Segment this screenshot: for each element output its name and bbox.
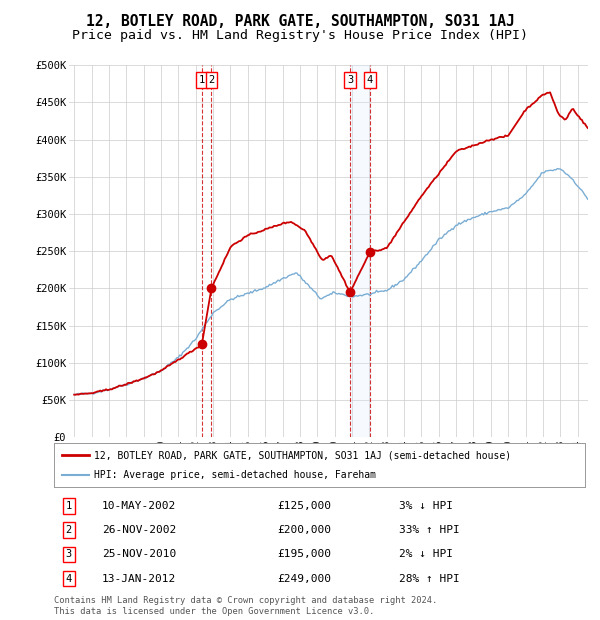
Text: 1: 1 <box>66 501 72 512</box>
Text: 2: 2 <box>208 75 214 85</box>
Text: 2% ↓ HPI: 2% ↓ HPI <box>399 549 453 559</box>
Text: 12, BOTLEY ROAD, PARK GATE, SOUTHAMPTON, SO31 1AJ (semi-detached house): 12, BOTLEY ROAD, PARK GATE, SOUTHAMPTON,… <box>94 450 511 460</box>
Text: 12, BOTLEY ROAD, PARK GATE, SOUTHAMPTON, SO31 1AJ: 12, BOTLEY ROAD, PARK GATE, SOUTHAMPTON,… <box>86 14 514 29</box>
Text: £249,000: £249,000 <box>277 574 331 583</box>
Text: £125,000: £125,000 <box>277 501 331 512</box>
Text: Contains HM Land Registry data © Crown copyright and database right 2024.
This d: Contains HM Land Registry data © Crown c… <box>54 596 437 616</box>
Text: 3: 3 <box>66 549 72 559</box>
Text: £195,000: £195,000 <box>277 549 331 559</box>
Text: HPI: Average price, semi-detached house, Fareham: HPI: Average price, semi-detached house,… <box>94 470 376 480</box>
Bar <box>350 65 370 437</box>
Text: Price paid vs. HM Land Registry's House Price Index (HPI): Price paid vs. HM Land Registry's House … <box>72 29 528 42</box>
Text: 28% ↑ HPI: 28% ↑ HPI <box>399 574 460 583</box>
Text: 25-NOV-2010: 25-NOV-2010 <box>102 549 176 559</box>
Text: 3% ↓ HPI: 3% ↓ HPI <box>399 501 453 512</box>
Text: 13-JAN-2012: 13-JAN-2012 <box>102 574 176 583</box>
Text: 3: 3 <box>347 75 353 85</box>
Text: 26-NOV-2002: 26-NOV-2002 <box>102 525 176 535</box>
Text: 1: 1 <box>199 75 205 85</box>
Text: 33% ↑ HPI: 33% ↑ HPI <box>399 525 460 535</box>
Text: 4: 4 <box>367 75 373 85</box>
Text: 2: 2 <box>66 525 72 535</box>
Text: 10-MAY-2002: 10-MAY-2002 <box>102 501 176 512</box>
Text: £200,000: £200,000 <box>277 525 331 535</box>
Text: 4: 4 <box>66 574 72 583</box>
